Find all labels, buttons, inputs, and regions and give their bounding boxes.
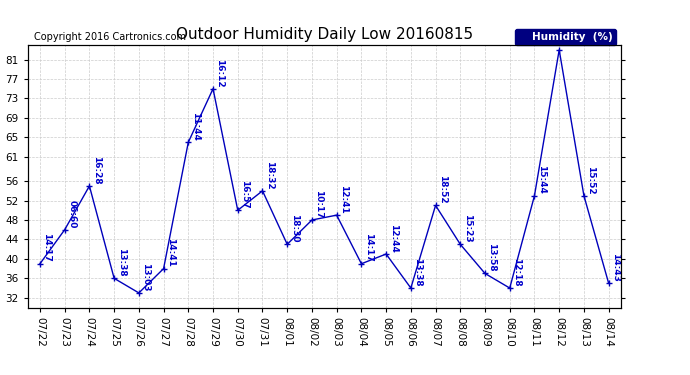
Text: 12:18: 12:18 — [512, 258, 521, 286]
Text: 13:58: 13:58 — [487, 243, 497, 272]
Text: 15:52: 15:52 — [586, 166, 595, 194]
Text: 15:23: 15:23 — [463, 214, 472, 243]
Text: Copyright 2016 Cartronics.com: Copyright 2016 Cartronics.com — [34, 32, 186, 42]
Text: 14:43: 14:43 — [611, 253, 620, 282]
Text: 12:44: 12:44 — [388, 224, 397, 253]
Text: 16:12: 16:12 — [215, 58, 224, 87]
Text: 12:41: 12:41 — [339, 185, 348, 214]
Text: 18:32: 18:32 — [265, 161, 274, 189]
Text: 13:03: 13:03 — [141, 263, 150, 291]
Text: 14:17: 14:17 — [364, 233, 373, 262]
Text: 10:17: 10:17 — [315, 190, 324, 219]
Text: 13:38: 13:38 — [413, 258, 422, 286]
Text: 14:17: 14:17 — [43, 233, 52, 262]
Text: 15:44: 15:44 — [537, 165, 546, 194]
Text: 11:44: 11:44 — [190, 112, 200, 141]
Legend: Humidity  (%): Humidity (%) — [515, 29, 615, 45]
Text: 16:28: 16:28 — [92, 156, 101, 184]
Text: 18:30: 18:30 — [290, 214, 299, 243]
Title: Outdoor Humidity Daily Low 20160815: Outdoor Humidity Daily Low 20160815 — [176, 27, 473, 42]
Text: 18:52: 18:52 — [438, 176, 447, 204]
Text: 06:60: 06:60 — [67, 200, 76, 228]
Text: 13:38: 13:38 — [117, 248, 126, 277]
Text: 16:57: 16:57 — [240, 180, 249, 209]
Text: 14:41: 14:41 — [166, 238, 175, 267]
